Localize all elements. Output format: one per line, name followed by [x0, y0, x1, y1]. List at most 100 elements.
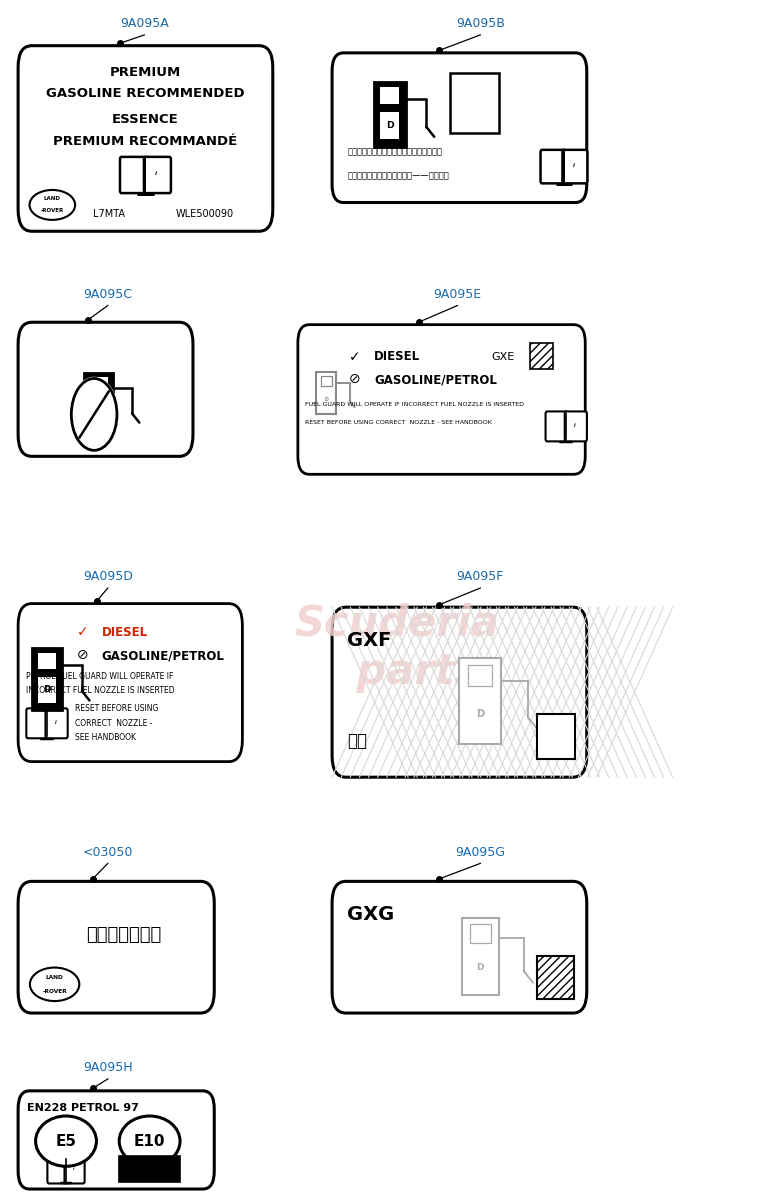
FancyBboxPatch shape	[46, 708, 68, 738]
Bar	[316, 372, 336, 414]
Text: ⊘: ⊘	[349, 372, 361, 385]
Text: 在使用正确油枪前需重新设置——参考手册: 在使用正确油枪前需重新设置——参考手册	[347, 172, 449, 181]
Text: 9A095G: 9A095G	[456, 846, 505, 859]
Bar	[537, 955, 574, 998]
FancyBboxPatch shape	[18, 323, 193, 456]
Text: 無鉛プレミアム: 無鉛プレミアム	[86, 926, 162, 944]
FancyBboxPatch shape	[65, 1157, 85, 1183]
FancyBboxPatch shape	[18, 46, 273, 232]
Text: D: D	[476, 709, 484, 719]
Text: 9A095A: 9A095A	[120, 17, 169, 30]
Bar	[530, 342, 552, 368]
Text: D: D	[43, 685, 51, 694]
Circle shape	[71, 378, 117, 450]
Text: E5: E5	[56, 1134, 76, 1148]
Bar	[85, 372, 113, 432]
Ellipse shape	[36, 1116, 96, 1166]
FancyBboxPatch shape	[18, 881, 214, 1013]
Text: <03050: <03050	[82, 846, 133, 859]
Bar	[450, 73, 499, 133]
FancyBboxPatch shape	[540, 150, 565, 184]
Text: DIESEL: DIESEL	[101, 626, 148, 638]
FancyBboxPatch shape	[298, 325, 585, 474]
Ellipse shape	[119, 1116, 180, 1166]
Text: -ROVER: -ROVER	[42, 989, 67, 994]
Text: GASOLINE/PETROL: GASOLINE/PETROL	[101, 649, 224, 662]
FancyBboxPatch shape	[18, 1091, 214, 1189]
FancyBboxPatch shape	[565, 412, 587, 442]
FancyBboxPatch shape	[332, 607, 587, 778]
FancyBboxPatch shape	[546, 412, 568, 442]
Ellipse shape	[30, 190, 75, 220]
FancyBboxPatch shape	[562, 150, 588, 184]
Bar	[462, 918, 499, 995]
Bar	[119, 1156, 180, 1182]
Text: SEE HANDBOOK: SEE HANDBOOK	[75, 733, 136, 742]
FancyBboxPatch shape	[27, 708, 49, 738]
Text: GXF: GXF	[347, 631, 391, 650]
Text: 9A095C: 9A095C	[83, 288, 132, 301]
Text: i: i	[155, 170, 157, 176]
Bar	[380, 86, 399, 104]
Bar	[32, 648, 62, 710]
Text: ⊘: ⊘	[77, 648, 89, 662]
Text: GASOLINE/PETROL: GASOLINE/PETROL	[374, 373, 497, 386]
Text: 9A095F: 9A095F	[456, 570, 504, 583]
Text: i: i	[573, 163, 575, 168]
Text: GASOLINE RECOMMENDED: GASOLINE RECOMMENDED	[46, 88, 245, 100]
Ellipse shape	[30, 967, 79, 1001]
Text: 如插入不正确的油枪燃油保护装置将会启动: 如插入不正确的油枪燃油保护装置将会启动	[347, 148, 443, 157]
Text: i: i	[55, 720, 56, 725]
Text: EN228 PETROL 97: EN228 PETROL 97	[27, 1103, 139, 1112]
Text: DIESEL: DIESEL	[374, 350, 420, 364]
Text: 輕油: 輕油	[347, 732, 367, 750]
Bar	[468, 665, 491, 686]
Text: CORRECT  NOZZLE -: CORRECT NOZZLE -	[75, 719, 153, 728]
Text: D: D	[477, 964, 485, 972]
Text: i: i	[574, 422, 575, 427]
Text: E10: E10	[134, 1134, 166, 1148]
Text: 9A095H: 9A095H	[83, 1061, 133, 1074]
Text: PREMIUM RECOMMANDÉ: PREMIUM RECOMMANDÉ	[53, 134, 237, 148]
Text: D: D	[386, 121, 394, 130]
Text: D: D	[324, 397, 328, 402]
Bar	[90, 400, 108, 425]
Text: 9A095E: 9A095E	[433, 288, 481, 301]
Bar	[380, 112, 399, 139]
Bar	[38, 653, 56, 670]
Bar	[320, 376, 332, 386]
Circle shape	[71, 378, 117, 450]
Text: RESET BEFORE USING CORRECT  NOZZLE - SEE HANDBOOK: RESET BEFORE USING CORRECT NOZZLE - SEE …	[305, 420, 492, 425]
Bar	[470, 924, 491, 943]
Text: PETROL FUEL GUARD WILL OPERATE IF: PETROL FUEL GUARD WILL OPERATE IF	[26, 672, 173, 682]
Text: L7MTA: L7MTA	[93, 210, 125, 220]
FancyBboxPatch shape	[120, 157, 147, 193]
Text: RESET BEFORE USING: RESET BEFORE USING	[75, 704, 159, 714]
FancyBboxPatch shape	[47, 1157, 68, 1183]
Text: -ROVER: -ROVER	[40, 209, 64, 214]
Text: LAND: LAND	[46, 974, 63, 979]
Text: ✓: ✓	[77, 625, 89, 640]
Text: ✓: ✓	[349, 350, 361, 364]
FancyBboxPatch shape	[18, 604, 243, 762]
Text: GXG: GXG	[347, 905, 394, 924]
Text: LAND: LAND	[44, 197, 61, 202]
Text: i: i	[73, 1166, 75, 1171]
FancyBboxPatch shape	[332, 881, 587, 1013]
Text: 9A095D: 9A095D	[83, 570, 133, 583]
Bar	[38, 677, 56, 703]
Text: 9A095B: 9A095B	[456, 17, 505, 30]
Bar	[537, 714, 575, 760]
Text: FUEL GUARD WILL OPERATE IF INCORRECT FUEL NOZZLE IS INSERTED: FUEL GUARD WILL OPERATE IF INCORRECT FUE…	[305, 402, 524, 407]
Text: INCORRECT FUEL NOZZLE IS INSERTED: INCORRECT FUEL NOZZLE IS INSERTED	[26, 686, 174, 696]
Bar	[374, 82, 406, 146]
Text: D: D	[95, 408, 102, 416]
Bar	[90, 377, 108, 394]
Text: GXE: GXE	[491, 352, 515, 362]
Text: Scuderia
   parts: Scuderia parts	[295, 602, 499, 694]
Text: WLE500090: WLE500090	[175, 210, 233, 220]
Text: ESSENCE: ESSENCE	[112, 114, 179, 126]
FancyBboxPatch shape	[144, 157, 171, 193]
Bar	[459, 658, 501, 744]
FancyBboxPatch shape	[332, 53, 587, 203]
